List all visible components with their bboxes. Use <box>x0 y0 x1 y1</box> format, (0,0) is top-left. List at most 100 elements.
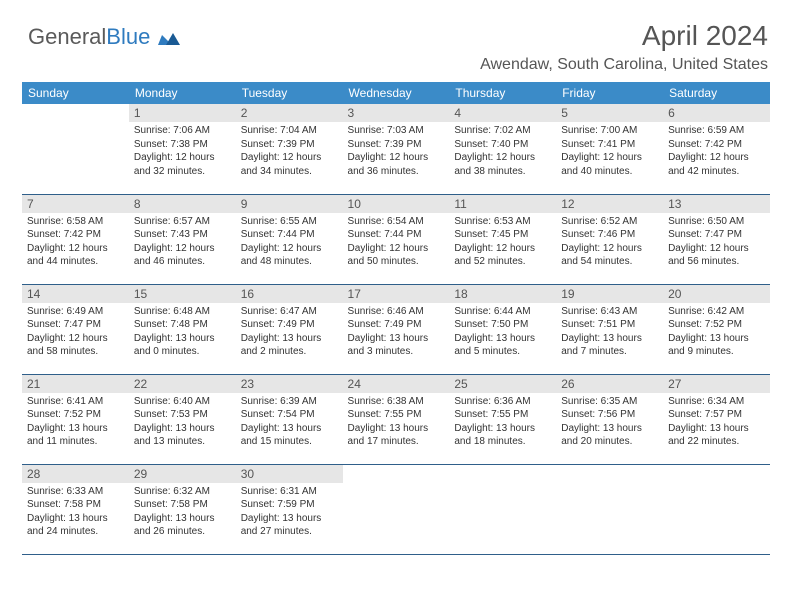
calendar-cell: 25Sunrise: 6:36 AMSunset: 7:55 PMDayligh… <box>449 374 556 464</box>
day-number: 11 <box>449 195 556 213</box>
day-details: Sunrise: 6:43 AMSunset: 7:51 PMDaylight:… <box>556 303 663 363</box>
day-number: 3 <box>343 104 450 122</box>
calendar-cell <box>663 464 770 554</box>
brand-logo: GeneralBlue <box>28 24 180 51</box>
page-title: April 2024 <box>642 20 768 52</box>
day-number: 2 <box>236 104 343 122</box>
calendar-header-row: SundayMondayTuesdayWednesdayThursdayFrid… <box>22 82 770 104</box>
calendar-cell: 30Sunrise: 6:31 AMSunset: 7:59 PMDayligh… <box>236 464 343 554</box>
calendar-cell: 29Sunrise: 6:32 AMSunset: 7:58 PMDayligh… <box>129 464 236 554</box>
day-details: Sunrise: 6:54 AMSunset: 7:44 PMDaylight:… <box>343 213 450 273</box>
day-details: Sunrise: 6:40 AMSunset: 7:53 PMDaylight:… <box>129 393 236 453</box>
day-details: Sunrise: 6:41 AMSunset: 7:52 PMDaylight:… <box>22 393 129 453</box>
day-details: Sunrise: 6:47 AMSunset: 7:49 PMDaylight:… <box>236 303 343 363</box>
weekday-header: Sunday <box>22 82 129 104</box>
day-number: 22 <box>129 375 236 393</box>
calendar-cell: 10Sunrise: 6:54 AMSunset: 7:44 PMDayligh… <box>343 194 450 284</box>
day-details: Sunrise: 6:33 AMSunset: 7:58 PMDaylight:… <box>22 483 129 543</box>
weekday-header: Monday <box>129 82 236 104</box>
day-details: Sunrise: 6:32 AMSunset: 7:58 PMDaylight:… <box>129 483 236 543</box>
brand-part1: General <box>28 24 106 49</box>
day-number: 20 <box>663 285 770 303</box>
day-details: Sunrise: 6:48 AMSunset: 7:48 PMDaylight:… <box>129 303 236 363</box>
day-details: Sunrise: 7:04 AMSunset: 7:39 PMDaylight:… <box>236 122 343 182</box>
day-number: 30 <box>236 465 343 483</box>
calendar-cell <box>343 464 450 554</box>
calendar-cell: 15Sunrise: 6:48 AMSunset: 7:48 PMDayligh… <box>129 284 236 374</box>
calendar-cell: 4Sunrise: 7:02 AMSunset: 7:40 PMDaylight… <box>449 104 556 194</box>
day-details: Sunrise: 6:39 AMSunset: 7:54 PMDaylight:… <box>236 393 343 453</box>
calendar-cell: 6Sunrise: 6:59 AMSunset: 7:42 PMDaylight… <box>663 104 770 194</box>
calendar-cell: 28Sunrise: 6:33 AMSunset: 7:58 PMDayligh… <box>22 464 129 554</box>
logo-mark-icon <box>158 25 180 51</box>
day-details: Sunrise: 6:35 AMSunset: 7:56 PMDaylight:… <box>556 393 663 453</box>
location-label: Awendaw, South Carolina, United States <box>480 56 768 74</box>
calendar-row: 7Sunrise: 6:58 AMSunset: 7:42 PMDaylight… <box>22 194 770 284</box>
weekday-header: Saturday <box>663 82 770 104</box>
day-number: 23 <box>236 375 343 393</box>
day-number: 9 <box>236 195 343 213</box>
day-details: Sunrise: 6:50 AMSunset: 7:47 PMDaylight:… <box>663 213 770 273</box>
day-number: 16 <box>236 285 343 303</box>
day-number: 4 <box>449 104 556 122</box>
day-number: 29 <box>129 465 236 483</box>
day-details: Sunrise: 7:02 AMSunset: 7:40 PMDaylight:… <box>449 122 556 182</box>
day-details: Sunrise: 7:03 AMSunset: 7:39 PMDaylight:… <box>343 122 450 182</box>
calendar-cell: 14Sunrise: 6:49 AMSunset: 7:47 PMDayligh… <box>22 284 129 374</box>
day-details: Sunrise: 6:46 AMSunset: 7:49 PMDaylight:… <box>343 303 450 363</box>
day-number: 1 <box>129 104 236 122</box>
brand-part2: Blue <box>106 24 150 49</box>
calendar-body: 1Sunrise: 7:06 AMSunset: 7:38 PMDaylight… <box>22 104 770 554</box>
day-number: 5 <box>556 104 663 122</box>
day-details: Sunrise: 6:36 AMSunset: 7:55 PMDaylight:… <box>449 393 556 453</box>
day-number: 7 <box>22 195 129 213</box>
weekday-header: Wednesday <box>343 82 450 104</box>
day-details: Sunrise: 6:34 AMSunset: 7:57 PMDaylight:… <box>663 393 770 453</box>
day-details: Sunrise: 6:53 AMSunset: 7:45 PMDaylight:… <box>449 213 556 273</box>
calendar-cell: 13Sunrise: 6:50 AMSunset: 7:47 PMDayligh… <box>663 194 770 284</box>
day-details: Sunrise: 7:06 AMSunset: 7:38 PMDaylight:… <box>129 122 236 182</box>
day-details: Sunrise: 6:31 AMSunset: 7:59 PMDaylight:… <box>236 483 343 543</box>
day-details: Sunrise: 6:42 AMSunset: 7:52 PMDaylight:… <box>663 303 770 363</box>
calendar-cell: 1Sunrise: 7:06 AMSunset: 7:38 PMDaylight… <box>129 104 236 194</box>
calendar-row: 1Sunrise: 7:06 AMSunset: 7:38 PMDaylight… <box>22 104 770 194</box>
day-number: 27 <box>663 375 770 393</box>
day-number: 26 <box>556 375 663 393</box>
day-details: Sunrise: 6:49 AMSunset: 7:47 PMDaylight:… <box>22 303 129 363</box>
calendar-cell: 12Sunrise: 6:52 AMSunset: 7:46 PMDayligh… <box>556 194 663 284</box>
day-details: Sunrise: 6:52 AMSunset: 7:46 PMDaylight:… <box>556 213 663 273</box>
calendar-cell: 5Sunrise: 7:00 AMSunset: 7:41 PMDaylight… <box>556 104 663 194</box>
calendar-cell: 3Sunrise: 7:03 AMSunset: 7:39 PMDaylight… <box>343 104 450 194</box>
calendar-cell: 19Sunrise: 6:43 AMSunset: 7:51 PMDayligh… <box>556 284 663 374</box>
calendar-row: 28Sunrise: 6:33 AMSunset: 7:58 PMDayligh… <box>22 464 770 554</box>
calendar-cell: 17Sunrise: 6:46 AMSunset: 7:49 PMDayligh… <box>343 284 450 374</box>
day-details: Sunrise: 6:59 AMSunset: 7:42 PMDaylight:… <box>663 122 770 182</box>
calendar-cell: 16Sunrise: 6:47 AMSunset: 7:49 PMDayligh… <box>236 284 343 374</box>
day-number: 28 <box>22 465 129 483</box>
day-number: 10 <box>343 195 450 213</box>
calendar-cell: 24Sunrise: 6:38 AMSunset: 7:55 PMDayligh… <box>343 374 450 464</box>
weekday-header: Thursday <box>449 82 556 104</box>
day-number: 17 <box>343 285 450 303</box>
calendar-cell: 23Sunrise: 6:39 AMSunset: 7:54 PMDayligh… <box>236 374 343 464</box>
calendar-cell <box>449 464 556 554</box>
day-number: 14 <box>22 285 129 303</box>
calendar-cell: 8Sunrise: 6:57 AMSunset: 7:43 PMDaylight… <box>129 194 236 284</box>
calendar-cell: 27Sunrise: 6:34 AMSunset: 7:57 PMDayligh… <box>663 374 770 464</box>
day-details: Sunrise: 6:44 AMSunset: 7:50 PMDaylight:… <box>449 303 556 363</box>
calendar-cell <box>556 464 663 554</box>
calendar-cell <box>22 104 129 194</box>
calendar-cell: 26Sunrise: 6:35 AMSunset: 7:56 PMDayligh… <box>556 374 663 464</box>
day-details: Sunrise: 6:55 AMSunset: 7:44 PMDaylight:… <box>236 213 343 273</box>
day-number: 21 <box>22 375 129 393</box>
day-details: Sunrise: 7:00 AMSunset: 7:41 PMDaylight:… <box>556 122 663 182</box>
day-number: 13 <box>663 195 770 213</box>
day-number: 18 <box>449 285 556 303</box>
calendar-cell: 2Sunrise: 7:04 AMSunset: 7:39 PMDaylight… <box>236 104 343 194</box>
calendar-cell: 11Sunrise: 6:53 AMSunset: 7:45 PMDayligh… <box>449 194 556 284</box>
calendar-cell: 9Sunrise: 6:55 AMSunset: 7:44 PMDaylight… <box>236 194 343 284</box>
day-details: Sunrise: 6:57 AMSunset: 7:43 PMDaylight:… <box>129 213 236 273</box>
weekday-header: Friday <box>556 82 663 104</box>
calendar-table: SundayMondayTuesdayWednesdayThursdayFrid… <box>22 82 770 555</box>
weekday-header: Tuesday <box>236 82 343 104</box>
